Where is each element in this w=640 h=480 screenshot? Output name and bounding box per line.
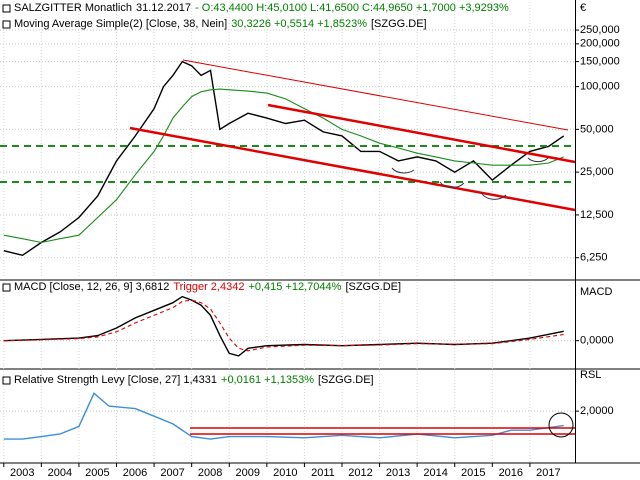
legend-swatch bbox=[2, 4, 11, 13]
trend-line bbox=[182, 59, 569, 131]
header-text: +0,415 +12,7044% bbox=[248, 281, 341, 293]
header-text: [SZGG.DE] bbox=[371, 18, 427, 30]
x-tick-label: 2009 bbox=[236, 467, 260, 479]
y-tick-label: 12,500 bbox=[580, 209, 614, 221]
y-tick-label: 50,000 bbox=[580, 123, 614, 135]
annotation-arc bbox=[391, 167, 415, 174]
x-tick-label: 2014 bbox=[423, 467, 447, 479]
header-text: 31.12.2017 bbox=[136, 2, 191, 14]
x-tick-label: 2015 bbox=[461, 467, 485, 479]
annotation-arc bbox=[439, 181, 465, 188]
x-tick-label: 2005 bbox=[85, 467, 109, 479]
header-text: - O:43,4400 H:45,0100 L:41,6500 C:44,965… bbox=[195, 2, 509, 14]
y-tick-label: 200,000 bbox=[580, 38, 620, 50]
y-tick-label: 25,000 bbox=[580, 166, 614, 178]
annotation-arc bbox=[527, 157, 549, 163]
legend-swatch bbox=[2, 376, 11, 385]
y-tick-label: 150,000 bbox=[580, 55, 620, 67]
x-tick-label: 2003 bbox=[10, 467, 34, 479]
trend-line bbox=[267, 103, 576, 164]
y-tick-label: 250,000 bbox=[580, 24, 620, 36]
y-tick-label: 100,000 bbox=[580, 81, 620, 93]
series-line bbox=[3, 299, 564, 352]
x-tick-label: 2017 bbox=[536, 467, 560, 479]
legend-swatch bbox=[2, 20, 11, 29]
x-tick-label: 2016 bbox=[499, 467, 523, 479]
x-tick-label: 2013 bbox=[386, 467, 410, 479]
x-tick-label: 2006 bbox=[123, 467, 147, 479]
x-tick-label: 2012 bbox=[348, 467, 372, 479]
y-tick-label: 6,250 bbox=[580, 252, 608, 264]
legend-swatch bbox=[2, 283, 11, 292]
header-text: Trigger 2,4342 bbox=[173, 281, 244, 293]
header-text: [SZGG.DE] bbox=[318, 374, 374, 386]
x-tick-label: 2010 bbox=[273, 467, 297, 479]
axis-title: MACD bbox=[580, 286, 612, 298]
annotation-circle bbox=[548, 412, 574, 438]
y-tick-label: 2,0000 bbox=[580, 405, 614, 417]
trend-line bbox=[129, 126, 576, 212]
header-text: Relative Strength Levy [Close, 27] 1,433… bbox=[14, 374, 217, 386]
x-tick-label: 2007 bbox=[160, 467, 184, 479]
plot bbox=[0, 2, 579, 467]
header-text: Moving Average Simple(2) [Close, 38, Nei… bbox=[14, 18, 227, 30]
labels: 250,000 200,000 150,000 100,000 50,000 25,000… bbox=[2, 2, 620, 479]
header-text: +0,0161 +1,1353% bbox=[221, 374, 314, 386]
axis-title: RSL bbox=[580, 369, 601, 381]
series-line bbox=[3, 392, 564, 440]
series-line bbox=[3, 88, 564, 244]
annotation-arc bbox=[480, 191, 507, 200]
header-text: SALZGITTER Monatlich bbox=[14, 2, 132, 14]
x-tick-label: 2011 bbox=[311, 467, 335, 479]
series-line bbox=[3, 60, 565, 257]
x-tick-label: 2004 bbox=[48, 467, 72, 479]
header-text: MACD [Close, 12, 26, 9] 3,6812 bbox=[14, 281, 169, 293]
header-text: 30,3226 +0,5514 +1,8523% bbox=[231, 18, 367, 30]
axis-title: € bbox=[580, 2, 586, 14]
y-tick-label: 0,0000 bbox=[580, 335, 614, 347]
x-tick-label: 2008 bbox=[198, 467, 222, 479]
header-text: [SZGG.DE] bbox=[345, 281, 401, 293]
